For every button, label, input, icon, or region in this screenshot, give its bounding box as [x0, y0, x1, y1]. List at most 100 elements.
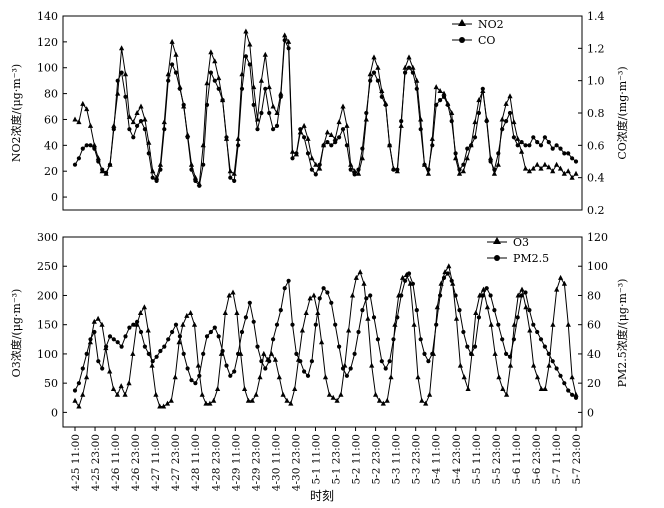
series-pm25-point	[364, 296, 369, 301]
series-co-point	[127, 127, 132, 132]
series-pm25-point	[461, 329, 466, 335]
legend-co-marker	[459, 37, 465, 43]
series-o3-point	[488, 321, 494, 327]
top-right-tick-label: 1.4	[587, 10, 605, 23]
series-no2-point	[526, 168, 532, 174]
series-o3-point	[107, 368, 113, 374]
legend-pm25-label: PM2.5	[513, 252, 549, 265]
series-o3-point	[130, 350, 136, 356]
series-pm25-point	[286, 278, 291, 283]
series-co-point	[208, 70, 213, 75]
series-no2-point	[173, 51, 179, 57]
series-co-point	[356, 167, 361, 172]
series-o3-point	[176, 339, 182, 345]
series-co-point	[399, 119, 404, 124]
bottom-left-tick-label: 200	[37, 289, 58, 302]
x-axis-label: 时刻	[310, 489, 334, 503]
series-co-point	[309, 167, 314, 172]
series-co-point	[204, 102, 210, 107]
series-co-point	[418, 127, 423, 132]
series-o3-point	[346, 327, 352, 333]
series-pm25-point	[511, 337, 516, 342]
series-o3-point	[538, 386, 544, 391]
series-co-point	[379, 94, 384, 99]
series-co-point	[546, 140, 551, 145]
x-tick-label: 4-30 23:00	[290, 434, 302, 491]
series-pm25-point	[290, 322, 295, 327]
series-co-point	[410, 70, 415, 75]
series-o3-point	[161, 403, 167, 409]
series-co-point	[488, 159, 493, 164]
series-o3-point	[349, 292, 356, 298]
series-o3-point	[268, 350, 275, 356]
series-pm25-point	[504, 351, 509, 356]
series-o3-point	[369, 362, 375, 368]
series-no2-point	[188, 161, 195, 167]
series-no2-point	[550, 168, 556, 174]
series-co-point	[426, 167, 431, 172]
x-tick-label: 4-27 23:00	[170, 434, 182, 491]
bottom-chart: 0 50 100 150 200 250 300 0 20 40 60 80 100 120 O3浓度/…	[9, 231, 629, 503]
series-co-point	[146, 151, 151, 156]
series-no2-point	[402, 64, 408, 70]
series-co-point	[158, 167, 163, 172]
series-no2-point	[557, 165, 564, 171]
series-no2-point	[138, 103, 144, 109]
series-co-point	[542, 135, 548, 140]
series-pm25-point	[403, 278, 408, 283]
series-no2-point	[410, 64, 416, 70]
series-co-point	[173, 70, 179, 75]
series-co-point	[352, 172, 357, 177]
series-no2-point	[499, 116, 505, 122]
x-tick-label: 5-3 11:00	[391, 434, 403, 485]
series-pm25-point	[138, 329, 144, 335]
series-o3-point	[550, 321, 556, 327]
series-pm25-point	[123, 334, 128, 339]
series-o3-point	[253, 391, 259, 397]
series-pm25-point	[333, 322, 338, 327]
series-pm25-point	[158, 348, 163, 354]
series-pm25-point	[259, 359, 264, 364]
series-no2-point	[72, 116, 78, 122]
legend-co-label: CO	[478, 34, 495, 47]
top-right-tick-label: 1.2	[587, 42, 605, 55]
series-pm25-point	[449, 278, 454, 283]
top-left-tick-label: 140	[37, 10, 58, 23]
series-pm25-point	[383, 366, 388, 371]
x-tick-label: 5-4 23:00	[451, 434, 463, 485]
series-no2-point	[530, 165, 536, 171]
series-o3-point	[558, 274, 564, 280]
series-co-point	[104, 170, 109, 175]
series-o3-point	[234, 310, 240, 315]
series-no2-point	[464, 155, 470, 161]
series-o3-point	[565, 321, 571, 327]
x-tick-label: 4-25 23:00	[90, 434, 102, 491]
series-no2-point	[340, 103, 346, 109]
series-o3-point	[415, 374, 421, 380]
series-co-point	[391, 167, 396, 172]
bottom-series	[72, 263, 579, 409]
x-tick-label: 5-5 23:00	[491, 434, 503, 485]
series-o3-point	[453, 315, 460, 321]
series-no2-point	[522, 165, 529, 171]
series-co-point	[259, 110, 264, 116]
series-o3-point	[311, 292, 317, 298]
series-o3-point	[149, 362, 155, 368]
series-no2-point	[84, 106, 90, 112]
series-pm25-point	[527, 308, 532, 313]
series-o3-point	[280, 391, 286, 397]
series-pm25-point	[558, 373, 563, 378]
series-pm25-point	[150, 359, 155, 364]
series-pm25-point	[166, 337, 171, 342]
series-o3-point	[245, 397, 251, 403]
series-o3-point	[191, 321, 198, 327]
series-pm25-point	[546, 351, 551, 356]
top-left-tick-label: 0	[51, 191, 58, 204]
series-o3-point	[504, 391, 510, 397]
series-pm25-point	[224, 363, 229, 368]
series-pm25-point	[263, 366, 268, 371]
series-no2-point	[348, 161, 354, 167]
series-co-point	[286, 46, 291, 51]
series-co-point	[523, 143, 528, 148]
